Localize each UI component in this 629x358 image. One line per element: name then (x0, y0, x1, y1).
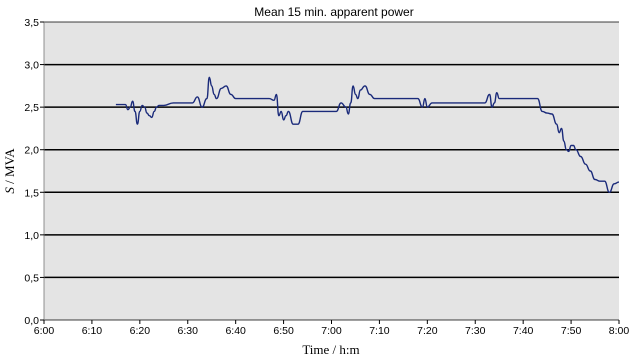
y-tick-label: 1,0 (24, 230, 39, 242)
y-tick-label: 3,0 (24, 60, 39, 72)
x-tick-label: 6:40 (225, 325, 246, 337)
x-tick-label: 6:50 (273, 325, 294, 337)
x-tick-label: 7:40 (513, 325, 534, 337)
x-tick-label: 7:50 (561, 325, 582, 337)
x-axis-ticks: 6:00 6:10 6:20 6:30 6:40 6:50 7:00 7:10 7:20 7:30… (34, 320, 629, 337)
x-tick-label: 7:30 (465, 325, 486, 337)
y-axis-unit: / MVA (2, 148, 17, 187)
x-axis-label: Time / h:m (302, 342, 359, 357)
y-axis-label: S / MVA (2, 148, 17, 194)
x-tick-label: 6:00 (34, 325, 55, 337)
grid-lines (43, 21, 619, 321)
y-tick-label: 2,0 (24, 145, 39, 157)
chart-title: Mean 15 min. apparent power (254, 5, 413, 19)
y-tick-label: 0,0 (24, 315, 39, 327)
y-tick-label: 3,5 (24, 17, 39, 29)
y-tick-label: 2,5 (24, 102, 39, 114)
x-tick-label: 7:00 (321, 325, 342, 337)
y-axis-ticks: 0,0 0,5 1,0 1,5 2,0 2,5 3,0 3,5 (24, 17, 44, 327)
x-tick-label: 8:00 (609, 325, 629, 337)
series-line (115, 76, 620, 193)
x-tick-label: 6:30 (178, 325, 199, 337)
x-tick-label: 6:20 (130, 325, 151, 337)
y-axis-symbol: S (2, 187, 17, 194)
y-tick-label: 0,5 (24, 272, 39, 284)
x-tick-label: 6:10 (82, 325, 103, 337)
y-tick-label: 1,5 (24, 187, 39, 199)
x-tick-label: 7:20 (417, 325, 438, 337)
plot-area (44, 22, 619, 320)
x-tick-label: 7:10 (369, 325, 390, 337)
